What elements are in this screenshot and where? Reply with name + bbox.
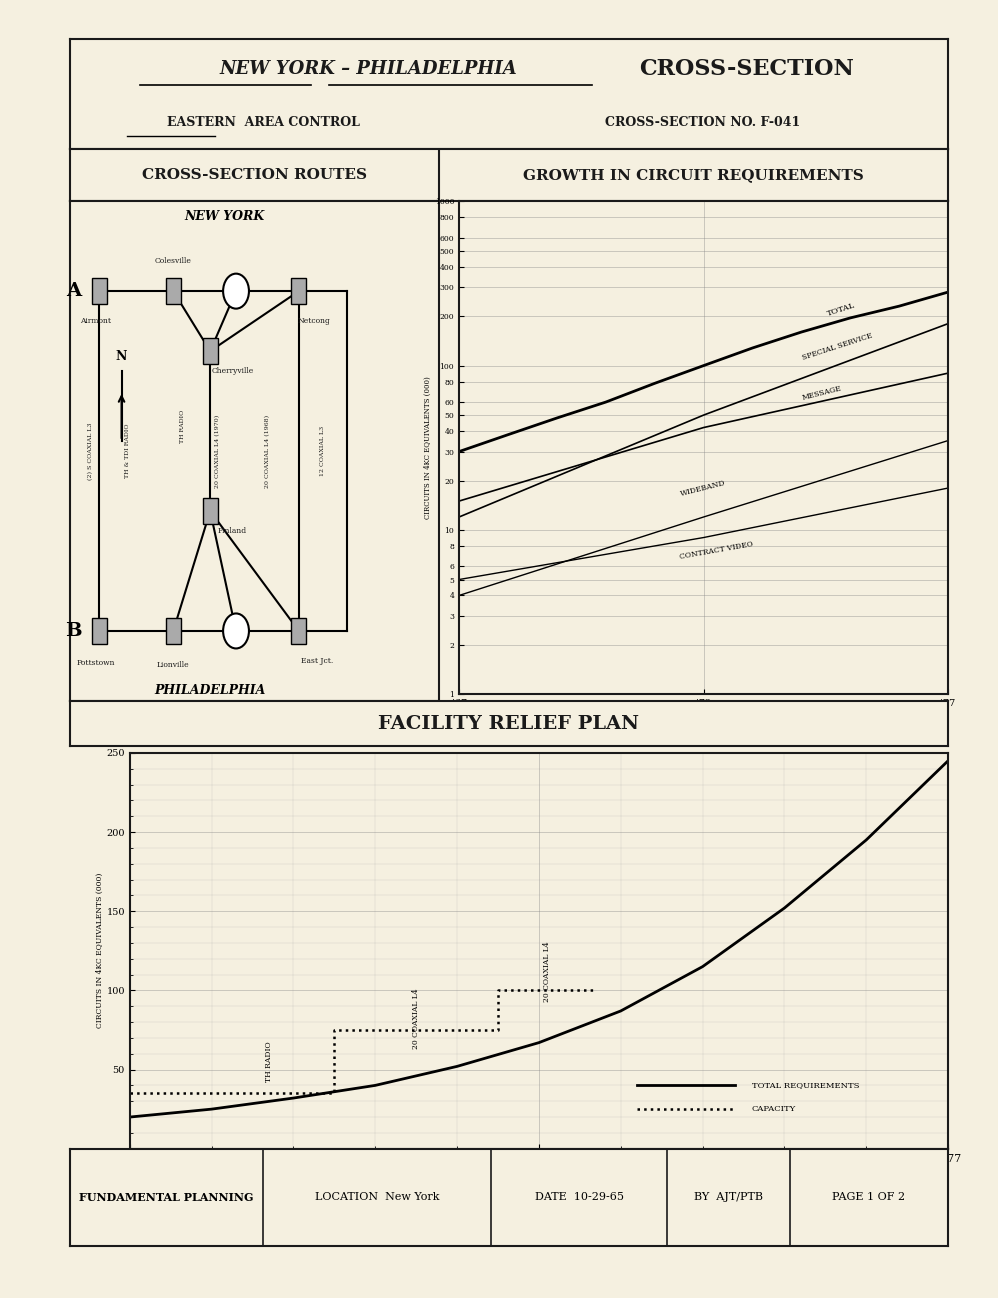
Text: CROSS-SECTION NO. F-041: CROSS-SECTION NO. F-041 (605, 117, 799, 130)
Text: TH RADIO: TH RADIO (180, 409, 185, 443)
Bar (92, 278, 107, 304)
Text: A: A (66, 282, 81, 300)
Text: Finland: Finland (218, 527, 247, 535)
Text: Netcong: Netcong (297, 317, 330, 324)
Text: Pottstown: Pottstown (77, 659, 115, 667)
Text: Airmont: Airmont (80, 317, 111, 324)
Text: DATE  10-29-65: DATE 10-29-65 (535, 1193, 624, 1202)
X-axis label: YEARS: YEARS (687, 714, 721, 723)
Circle shape (224, 274, 249, 309)
Text: NEW YORK: NEW YORK (185, 210, 265, 223)
Text: 20 COAXIAL L4 (1968): 20 COAXIAL L4 (1968) (264, 414, 270, 488)
Text: BY  AJT/PTB: BY AJT/PTB (694, 1193, 763, 1202)
Text: FACILITY RELIEF PLAN: FACILITY RELIEF PLAN (378, 715, 640, 732)
Text: EASTERN  AREA CONTROL: EASTERN AREA CONTROL (167, 117, 359, 130)
Text: CAPACITY: CAPACITY (751, 1105, 796, 1114)
Text: 20 COAXIAL L4: 20 COAXIAL L4 (543, 941, 551, 1002)
Text: (2) S COAXIAL L3: (2) S COAXIAL L3 (88, 422, 93, 480)
Text: PAGE 1 OF 2: PAGE 1 OF 2 (832, 1193, 905, 1202)
Y-axis label: CIRCUITS IN 4KC EQUIVALENTS (000): CIRCUITS IN 4KC EQUIVALENTS (000) (424, 376, 432, 519)
Text: TH & TDI RADIO: TH & TDI RADIO (125, 424, 130, 478)
Text: SPECIAL SERVICE: SPECIAL SERVICE (801, 332, 874, 362)
Text: TOTAL: TOTAL (825, 301, 856, 318)
Text: 20 COAXIAL L4: 20 COAXIAL L4 (412, 989, 420, 1049)
Text: TOTAL REQUIREMENTS: TOTAL REQUIREMENTS (751, 1081, 859, 1089)
Bar (166, 278, 181, 304)
Text: Cherryville: Cherryville (212, 367, 253, 375)
Bar (203, 498, 218, 524)
Text: GROWTH IN CIRCUIT REQUIREMENTS: GROWTH IN CIRCUIT REQUIREMENTS (523, 169, 864, 182)
Text: MESSAGE: MESSAGE (801, 384, 842, 402)
Y-axis label: CIRCUITS IN 4KC EQUIVALENTS (000): CIRCUITS IN 4KC EQUIVALENTS (000) (96, 874, 104, 1028)
Text: FUNDAMENTAL PLANNING: FUNDAMENTAL PLANNING (79, 1192, 253, 1203)
Bar (291, 618, 306, 644)
Text: CROSS-SECTION ROUTES: CROSS-SECTION ROUTES (142, 169, 367, 182)
Text: Lionville: Lionville (157, 661, 190, 668)
Text: 12 COAXIAL L3: 12 COAXIAL L3 (320, 426, 325, 476)
Text: East Jct.: East Jct. (301, 657, 333, 665)
Text: LOCATION  New York: LOCATION New York (315, 1193, 439, 1202)
Text: PHILADELPHIA: PHILADELPHIA (155, 684, 265, 697)
Bar (291, 278, 306, 304)
Text: 20 COAXIAL L4 (1970): 20 COAXIAL L4 (1970) (215, 414, 221, 488)
Text: WIDEBAND: WIDEBAND (679, 479, 727, 497)
Text: NEW YORK – PHILADELPHIA: NEW YORK – PHILADELPHIA (220, 60, 517, 78)
Text: CONTRACT VIDEO: CONTRACT VIDEO (679, 540, 753, 561)
Text: 1967
PGM YR. FORECAST BASE: 1967 PGM YR. FORECAST BASE (82, 1228, 178, 1245)
Circle shape (224, 614, 249, 649)
Text: Colesville: Colesville (155, 257, 192, 265)
Text: CROSS-SECTION: CROSS-SECTION (639, 57, 853, 79)
Bar (92, 618, 107, 644)
Text: '6'7
PGM YR.
FORECAST BASE: '6'7 PGM YR. FORECAST BASE (431, 783, 487, 800)
Text: B: B (65, 622, 82, 640)
Bar (203, 337, 218, 365)
Bar (166, 618, 181, 644)
Text: TH RADIO: TH RADIO (264, 1041, 272, 1083)
Text: N: N (116, 349, 127, 362)
